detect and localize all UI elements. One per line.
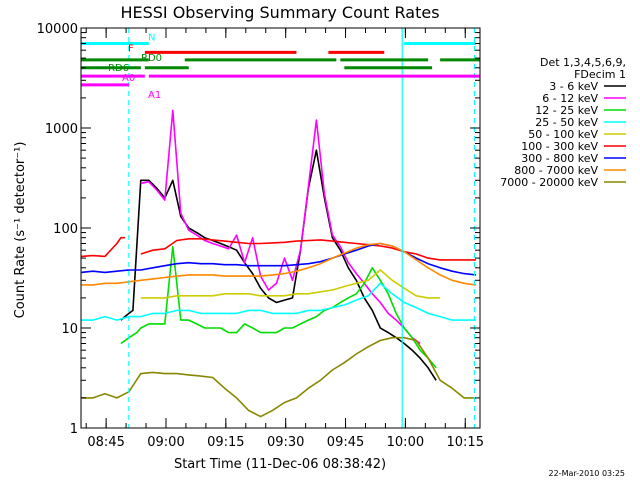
legend-heading-1: Det 1,3,4,5,6,9, (540, 56, 626, 69)
y-tick-label: 1 (70, 422, 78, 437)
x-tick-label: 09:00 (147, 435, 184, 450)
series-line-5 (140, 269, 441, 299)
data-layer (81, 28, 480, 428)
flag-label-rd0: RD0 (141, 53, 162, 64)
y-tick-label: 1000 (45, 122, 78, 137)
x-tick-label: 09:30 (267, 435, 304, 450)
x-axis-label: Start Time (11-Dec-06 08:38:42) (174, 457, 386, 472)
series-line-4 (81, 282, 476, 321)
legend-entry-label-8: 800 - 7000 keV (514, 164, 598, 177)
legend-entry-label-4: 25 - 50 keV (535, 116, 598, 129)
footer-timestamp: 22-Mar-2010 03:25 (549, 469, 626, 478)
x-tick-label: 09:45 (327, 435, 364, 450)
x-tick-label: 10:15 (447, 435, 484, 450)
flag-label-f: F (128, 43, 134, 54)
x-tick-label: 08:45 (87, 435, 124, 450)
legend-entry-label-5: 50 - 100 keV (528, 128, 598, 141)
flag-label-rd6: RD6 (108, 63, 129, 74)
legend-entry-label-2: 6 - 12 keV (542, 92, 598, 105)
plot-frame (80, 27, 481, 429)
legend-entry-label-3: 12 - 25 keV (535, 104, 598, 117)
series-line-8 (81, 242, 477, 286)
y-tick-label: 10000 (37, 22, 78, 37)
x-tick-label: 10:00 (387, 435, 424, 450)
x-tick-label: 09:15 (207, 435, 244, 450)
flag-label-n: N (148, 32, 155, 43)
flag-label-a0: A0 (122, 73, 135, 84)
legend-heading-2: FDecim 1 (574, 68, 626, 81)
y-tick-label: 10 (61, 322, 78, 337)
series-line-7 (81, 242, 477, 276)
y-tick-label: 100 (53, 222, 78, 237)
legend-entry-label-7: 300 - 800 keV (521, 152, 598, 165)
chart-title: HESSI Observing Summary Count Rates (120, 3, 439, 22)
legend-entry-label-1: 3 - 6 keV (549, 80, 598, 93)
axes: 1 10 100 1000 10000 08:45 09:00 09:15 09:30 09:45… (37, 22, 484, 450)
series-line-9 (81, 336, 476, 418)
legend-entry-label-6: 100 - 300 keV (521, 140, 598, 153)
y-axis-label: Count Rate (s⁻¹ detector⁻¹) (13, 142, 28, 319)
series-line-6 (81, 236, 476, 261)
flag-label-a1: A1 (148, 90, 161, 101)
series-line-2 (140, 109, 421, 345)
legend-entry-label-9: 7000 - 20000 keV (500, 176, 598, 189)
series-line-1 (120, 149, 437, 381)
